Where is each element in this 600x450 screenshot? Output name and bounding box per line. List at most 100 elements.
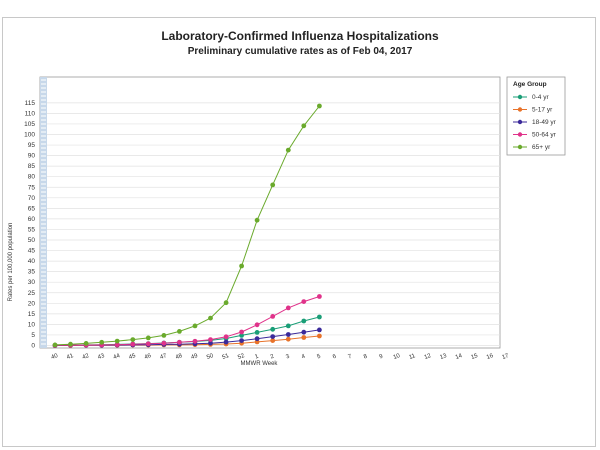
data-point	[223, 339, 229, 345]
x-tick-label: 40	[50, 353, 59, 361]
x-tick-label: 48	[175, 353, 184, 361]
data-point	[301, 123, 307, 129]
x-tick-label: 11	[408, 353, 417, 361]
data-point	[145, 341, 151, 347]
y-tick-label: 15	[28, 311, 36, 318]
legend-swatch-point	[517, 132, 523, 137]
data-point	[285, 305, 291, 311]
data-point	[239, 263, 245, 269]
y-tick-label: 115	[25, 100, 36, 107]
legend-item: 18-49 yr	[532, 119, 557, 126]
y-tick-label: 50	[28, 237, 36, 244]
chart-subtitle: Preliminary cumulative rates as of Feb 0…	[187, 46, 413, 57]
x-tick-label: 13	[439, 353, 448, 361]
series-line	[54, 296, 320, 346]
data-point	[208, 340, 213, 346]
data-point	[254, 217, 260, 223]
y-tick-label: 75	[28, 184, 36, 191]
y-tick-label: 45	[28, 248, 36, 255]
x-tick-label: 17	[501, 353, 510, 361]
x-tick-label: 4	[301, 353, 307, 360]
data-point	[83, 341, 89, 346]
chart-title: Laboratory-Confirmed Influenza Hospitali…	[161, 29, 439, 43]
x-tick-label: 1	[254, 353, 260, 360]
data-point	[317, 327, 322, 333]
data-point	[161, 340, 167, 346]
data-point	[239, 333, 245, 338]
x-tick-label: 45	[128, 353, 137, 361]
x-tick-label: 9	[379, 353, 385, 360]
y-tick-label: 80	[28, 174, 36, 181]
legend-item: 65+ yr	[532, 144, 551, 151]
legend-item: 50-64 yr	[532, 132, 557, 139]
data-point	[317, 314, 322, 320]
plot-area	[39, 76, 501, 349]
data-point	[68, 341, 73, 347]
data-point	[114, 342, 120, 348]
x-tick-label: 52	[237, 353, 246, 361]
data-point	[208, 315, 213, 321]
data-point	[114, 338, 120, 344]
x-tick-label: 5	[316, 353, 322, 360]
data-point	[254, 330, 260, 335]
data-point	[177, 329, 182, 334]
x-tick-label: 3	[285, 353, 291, 360]
y-axis-label: Rates per 100,000 population	[8, 223, 14, 302]
y-tick-label: 35	[28, 269, 36, 276]
data-point	[192, 338, 198, 344]
data-point	[301, 329, 307, 335]
legend-swatch-point	[517, 107, 523, 112]
x-tick-label: 10	[393, 353, 402, 361]
data-point	[223, 300, 229, 306]
x-tick-label: 14	[455, 353, 464, 361]
data-point	[192, 323, 198, 329]
data-point	[208, 337, 213, 342]
data-point	[52, 342, 58, 348]
x-tick-label: 47	[159, 353, 168, 361]
y-tick-label: 10	[28, 321, 36, 328]
y-tick-label: 40	[28, 258, 36, 265]
x-tick-label: 51	[222, 353, 231, 361]
legend-swatch-point	[517, 94, 523, 100]
data-point	[161, 333, 167, 338]
y-tick-label: 110	[25, 110, 36, 117]
y-tick-label: 55	[28, 226, 36, 233]
x-axis-label: MMWR Week	[241, 361, 279, 367]
y-tick-label: 70	[28, 195, 36, 202]
data-point	[145, 335, 151, 341]
data-point	[285, 323, 291, 329]
data-point	[239, 329, 245, 335]
x-tick-label: 8	[363, 353, 369, 360]
data-point	[177, 339, 182, 345]
legend-item: 0-4 yr	[532, 94, 549, 101]
data-point	[99, 339, 105, 345]
x-tick-label: 46	[144, 353, 153, 361]
data-point	[301, 318, 307, 324]
legend-title: Age Group	[513, 81, 547, 88]
y-tick-label: 90	[28, 153, 36, 160]
data-point	[317, 294, 322, 299]
data-point	[301, 335, 307, 340]
y-tick-label: 30	[28, 279, 36, 286]
legend-swatch-point	[517, 144, 523, 150]
y-tick-label: 65	[28, 205, 36, 212]
data-point	[301, 299, 307, 304]
data-point	[130, 341, 136, 347]
x-tick-label: 49	[190, 353, 199, 361]
y-tick-label: 85	[28, 163, 36, 170]
data-point	[270, 338, 276, 343]
y-tick-label: 20	[28, 300, 36, 307]
x-tick-label: 7	[348, 353, 354, 360]
x-tick-label: 42	[82, 353, 91, 361]
x-tick-label: 12	[424, 353, 433, 361]
x-tick-label: 2	[270, 353, 276, 360]
x-tick-label: 44	[113, 353, 122, 361]
data-point	[317, 333, 322, 339]
data-point	[285, 332, 291, 337]
y-tick-label: 105	[24, 121, 35, 128]
y-tick-label: 60	[28, 216, 36, 223]
data-point	[239, 338, 245, 343]
y-tick-label: 5	[31, 332, 35, 339]
data-point	[317, 103, 322, 109]
